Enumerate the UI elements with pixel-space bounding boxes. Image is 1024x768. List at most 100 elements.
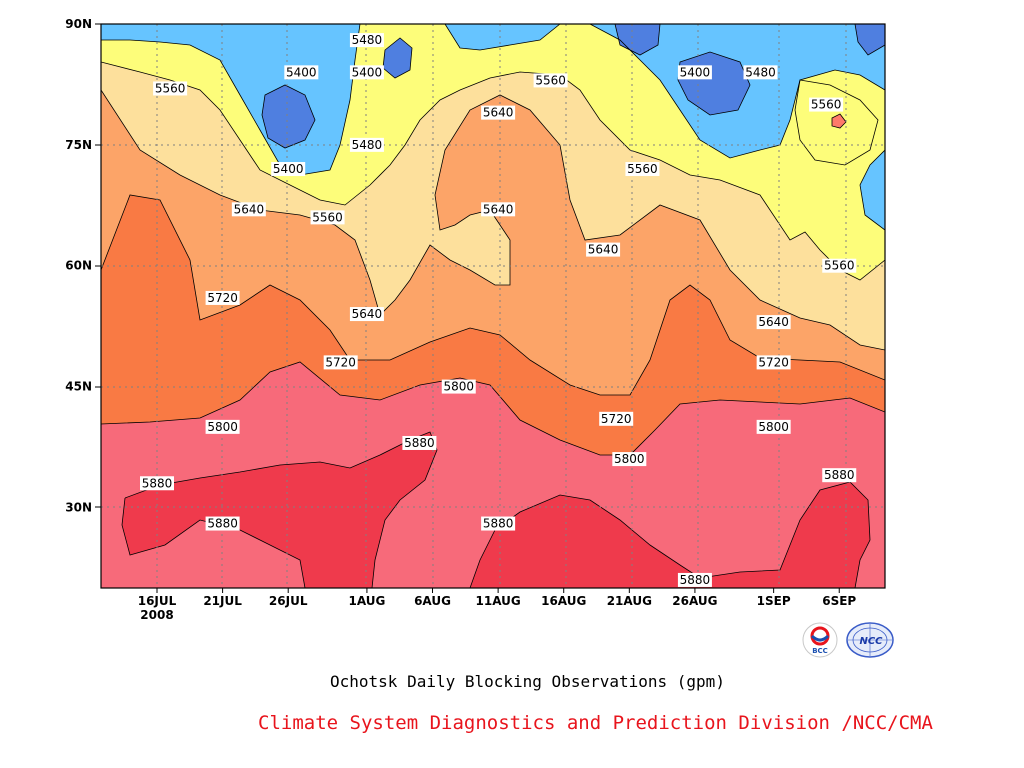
y-axis-labels: 30N 45N 60N 75N 90N <box>65 17 92 514</box>
svg-text:5720: 5720 <box>601 412 632 426</box>
svg-text:5560: 5560 <box>627 162 658 176</box>
band-5400-5480-b <box>445 24 560 50</box>
contour-value-label: 5640 <box>586 242 621 257</box>
contour-value-label: 5400 <box>677 65 712 80</box>
svg-text:5720: 5720 <box>325 355 356 369</box>
contour-5400-a <box>261 84 316 149</box>
contour-value-label: 5880 <box>481 516 516 531</box>
svg-text:5880: 5880 <box>404 436 435 450</box>
svg-text:5480: 5480 <box>352 33 383 47</box>
svg-text:5400: 5400 <box>286 65 317 79</box>
svg-text:5480: 5480 <box>745 65 776 79</box>
x-tick-label: 16JUL <box>138 594 177 608</box>
y-tick-label: 75N <box>65 138 92 152</box>
contour-value-label: 5640 <box>349 307 384 322</box>
svg-text:5880: 5880 <box>483 517 514 531</box>
contour-5400-d <box>677 51 751 116</box>
band-above-5880-b <box>470 482 870 588</box>
band-below-5400-a <box>262 85 315 148</box>
svg-text:5880: 5880 <box>207 517 238 531</box>
svg-text:5800: 5800 <box>443 380 474 394</box>
contour-value-label: 5720 <box>323 355 358 370</box>
contour-5640 <box>101 89 885 351</box>
contour-5480-a <box>101 24 361 176</box>
svg-text:5480: 5480 <box>352 138 383 152</box>
contour-value-label: 5400 <box>349 65 384 80</box>
contour-value-label: 5720 <box>205 290 240 305</box>
svg-text:5880: 5880 <box>142 476 173 490</box>
credit-line: Climate System Diagnostics and Predictio… <box>258 712 933 734</box>
svg-text:5560: 5560 <box>811 98 842 112</box>
svg-text:5400: 5400 <box>352 65 383 79</box>
ncc-logo-text: NCC <box>859 636 883 647</box>
svg-text:5640: 5640 <box>234 202 265 216</box>
bcc-logo-text: BCC <box>812 647 828 655</box>
contour-value-label: 5560 <box>625 162 660 177</box>
contour-value-label: 5800 <box>205 419 240 434</box>
svg-text:5640: 5640 <box>758 315 789 329</box>
contour-value-label: 5880 <box>677 572 712 587</box>
contour-value-label: 5480 <box>349 33 384 48</box>
contour-value-label: 5400 <box>271 162 306 177</box>
contour-value-label: 5400 <box>284 65 319 80</box>
x-axis-labels: 16JUL 21JUL 26JUL 1AUG 6AUG 11AUG 16AUG 21AUG 26… <box>138 588 856 622</box>
contour-value-label: 5880 <box>402 435 437 450</box>
contour-value-label: 5640 <box>756 315 791 330</box>
bcc-logo: BCC <box>802 622 838 658</box>
svg-text:5720: 5720 <box>207 291 238 305</box>
contour-value-label: 5560 <box>822 258 857 273</box>
svg-text:5800: 5800 <box>207 420 238 434</box>
svg-text:5560: 5560 <box>155 81 186 95</box>
y-tick-label: 90N <box>65 17 92 31</box>
svg-text:5560: 5560 <box>824 259 855 273</box>
contour-5720 <box>101 194 885 396</box>
svg-text:5880: 5880 <box>680 573 711 587</box>
svg-text:5400: 5400 <box>680 65 711 79</box>
x-tick-label: 21AUG <box>607 594 652 608</box>
contour-5400-e <box>854 24 885 56</box>
contour-value-label: 5880 <box>822 468 857 483</box>
contour-5880-a <box>124 431 438 588</box>
band-below-5400-b <box>383 38 412 78</box>
contour-5800 <box>101 361 885 456</box>
contour-value-label: 5880 <box>205 516 240 531</box>
svg-text:5640: 5640 <box>483 202 514 216</box>
svg-text:5640: 5640 <box>352 307 383 321</box>
contour-value-label: 5640 <box>481 105 516 120</box>
x-tick-label: 6AUG <box>414 594 451 608</box>
contour-value-label: 5640 <box>231 202 266 217</box>
contour-value-label: 5880 <box>140 476 174 491</box>
x-tick-label: 16AUG <box>541 594 586 608</box>
svg-text:5640: 5640 <box>483 106 514 120</box>
contour-value-label: 5480 <box>349 137 384 152</box>
contour-value-label: 5560 <box>809 97 844 112</box>
y-tick-label: 45N <box>65 380 92 394</box>
contour-5480-b <box>444 24 561 51</box>
svg-text:5720: 5720 <box>758 355 789 369</box>
svg-text:5560: 5560 <box>312 210 343 224</box>
svg-text:5560: 5560 <box>535 73 566 87</box>
svg-text:5640: 5640 <box>588 243 619 257</box>
contour-labels: 5480 5400 5400 5400 5480 5560 5560 5560 5640 5400… <box>140 33 857 587</box>
svg-text:5400: 5400 <box>273 162 304 176</box>
contour-5480-d <box>859 149 885 231</box>
contour-value-label: 5800 <box>441 379 476 394</box>
x-tick-label: 26AUG <box>672 594 717 608</box>
contour-5880-a-lower <box>121 497 306 588</box>
x-tick-label: 1SEP <box>757 594 791 608</box>
contour-value-label: 5640 <box>481 202 516 217</box>
contour-value-label: 5560 <box>533 73 568 88</box>
y-tick-label: 60N <box>65 259 92 273</box>
x-tick-label: 6SEP <box>822 594 856 608</box>
band-5400-5480-d <box>860 150 885 230</box>
svg-text:5800: 5800 <box>614 452 645 466</box>
contour-value-label: 5720 <box>599 411 634 426</box>
x-tick-label: 21JUL <box>203 594 242 608</box>
x-tick-label: 11AUG <box>476 594 521 608</box>
contour-value-label: 5720 <box>756 355 791 370</box>
contour-value-label: 5800 <box>612 452 647 467</box>
contour-lines <box>101 24 885 588</box>
band-below-5400-c <box>615 24 660 55</box>
contour-5640-core <box>831 113 847 129</box>
